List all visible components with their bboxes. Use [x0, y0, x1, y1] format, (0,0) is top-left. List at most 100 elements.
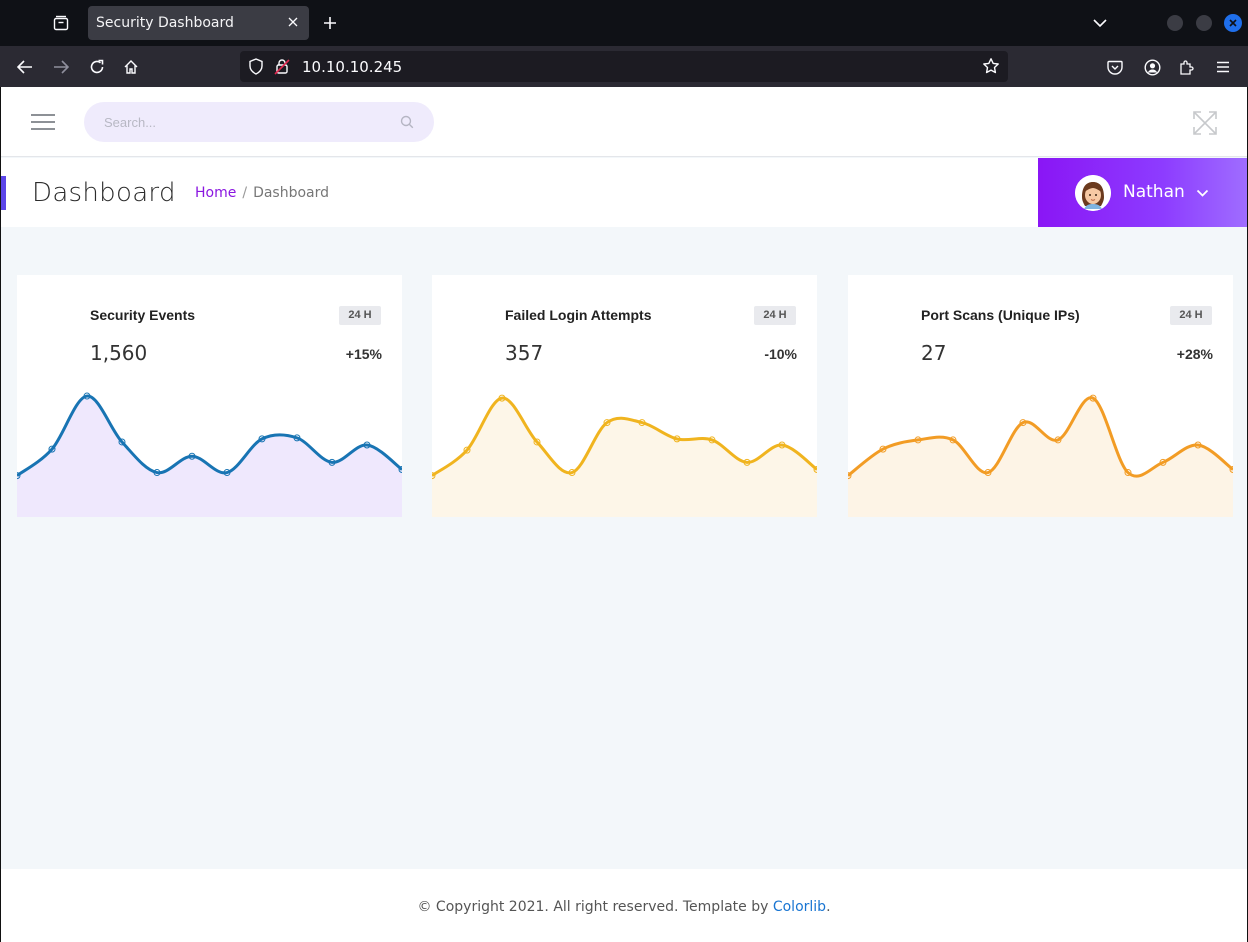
sparkline-point	[17, 472, 21, 480]
sparkline-point	[743, 458, 751, 466]
sparkline-line	[848, 396, 1233, 478]
sparkline-point	[984, 469, 992, 477]
breadcrumb-home-link[interactable]: Home	[195, 185, 237, 201]
minimize-button[interactable]	[1167, 15, 1183, 31]
sparkline-point	[1229, 466, 1233, 473]
browser-tab[interactable]: Security Dashboard	[88, 6, 309, 40]
hamburger-menu-icon[interactable]	[31, 114, 55, 132]
browser-tab-bar: Security Dashboard	[0, 0, 1248, 46]
copyright-suffix: .	[826, 899, 831, 915]
sparkline-chart	[17, 392, 402, 517]
url-bar[interactable]: 10.10.10.245	[240, 51, 1008, 82]
card-change: -10%	[764, 346, 797, 362]
sparkline-point	[363, 441, 371, 449]
accent-bar	[1, 176, 6, 210]
page: Dashboard Home / Dashboard Nathan	[0, 87, 1248, 942]
sparkline-area	[432, 398, 817, 517]
browser-nav-bar: 10.10.10.245	[0, 46, 1248, 87]
close-icon[interactable]	[285, 14, 301, 30]
stat-card-security-events: Security Events 24 H 1,560 +15%	[17, 275, 402, 517]
page-title: Dashboard	[32, 178, 176, 208]
sparkline-line	[17, 394, 402, 477]
copyright-text: © Copyright 2021. All right reserved. Te…	[1, 899, 1247, 915]
card-value: 357	[505, 341, 544, 365]
chevron-down-icon[interactable]	[1088, 11, 1112, 35]
sparkline-point	[638, 419, 646, 427]
reload-icon[interactable]	[84, 54, 110, 80]
sparkline-point	[223, 469, 231, 477]
sparkline-point	[498, 394, 506, 402]
breadcrumb-current: Dashboard	[253, 185, 330, 201]
sparkline-point	[1019, 419, 1027, 427]
time-badge: 24 H	[339, 306, 381, 325]
sparkline-point	[328, 458, 336, 466]
sparkline-area	[848, 397, 1233, 517]
card-title: Failed Login Attempts	[505, 307, 652, 323]
extensions-icon[interactable]	[1174, 54, 1200, 80]
pocket-icon[interactable]	[1102, 54, 1128, 80]
sparkline-point	[533, 438, 541, 446]
sparkline-point	[879, 445, 887, 453]
forward-icon[interactable]	[48, 54, 74, 80]
stat-card-port-scans: Port Scans (Unique IPs) 24 H 27 +28%	[848, 275, 1233, 517]
sparkline-point	[568, 469, 576, 477]
plus-icon[interactable]	[318, 11, 342, 35]
sparkline-point	[153, 469, 161, 477]
card-value: 27	[921, 341, 947, 365]
avatar	[1075, 175, 1111, 211]
page-header: Dashboard Home / Dashboard Nathan	[1, 158, 1247, 227]
star-icon[interactable]	[982, 57, 1000, 80]
sparkline-point	[1054, 436, 1062, 444]
sparkline-point	[603, 419, 611, 427]
sparkline-point	[293, 434, 301, 442]
sparkline-point	[1194, 441, 1202, 449]
top-bar	[1, 87, 1247, 157]
copyright-prefix: © Copyright 2021. All right reserved. Te…	[417, 899, 773, 915]
sparkline-line	[432, 396, 817, 477]
card-value: 1,560	[90, 341, 148, 365]
sparkline-chart	[848, 394, 1233, 517]
breadcrumb-separator: /	[242, 185, 248, 201]
search-input[interactable]	[104, 112, 384, 132]
footer: © Copyright 2021. All right reserved. Te…	[1, 869, 1247, 942]
sparkline-point	[1124, 469, 1132, 477]
card-title: Port Scans (Unique IPs)	[921, 307, 1080, 323]
colorlib-link[interactable]: Colorlib	[772, 899, 827, 915]
search-box	[84, 102, 434, 142]
fullscreen-icon[interactable]	[1191, 109, 1219, 137]
menu-icon[interactable]	[1210, 54, 1236, 80]
lock-icon[interactable]	[274, 58, 290, 80]
sparkline-chart	[432, 394, 817, 517]
sparkline-point	[708, 436, 716, 444]
search-icon[interactable]	[400, 115, 414, 134]
window-close-button[interactable]	[1224, 14, 1242, 32]
time-badge: 24 H	[754, 306, 796, 325]
tab-overview-icon[interactable]	[46, 8, 76, 38]
tab-title: Security Dashboard	[96, 15, 234, 31]
sparkline-point	[848, 472, 852, 480]
shield-icon[interactable]	[248, 58, 264, 80]
sparkline-point	[1159, 458, 1167, 466]
chevron-down-icon[interactable]	[1196, 185, 1209, 203]
breadcrumb: Home / Dashboard	[195, 185, 329, 201]
sparkline-point	[949, 436, 957, 444]
card-change: +15%	[345, 346, 382, 362]
sparkline-point	[432, 472, 436, 480]
sparkline-point	[778, 441, 786, 449]
home-icon[interactable]	[118, 54, 144, 80]
sparkline-point	[914, 436, 922, 444]
sparkline-point	[1089, 394, 1097, 402]
sparkline-point	[118, 438, 126, 446]
sparkline-area	[17, 396, 402, 517]
sparkline-point	[48, 445, 56, 453]
sparkline-point	[398, 466, 402, 473]
user-menu[interactable]: Nathan	[1038, 158, 1247, 227]
sparkline-point	[673, 435, 681, 443]
account-icon[interactable]	[1139, 54, 1165, 80]
url-text[interactable]: 10.10.10.245	[302, 58, 403, 76]
back-icon[interactable]	[12, 54, 38, 80]
user-name: Nathan	[1123, 182, 1185, 202]
card-change: +28%	[1176, 346, 1213, 362]
time-badge: 24 H	[1170, 306, 1212, 325]
maximize-button[interactable]	[1196, 15, 1212, 31]
